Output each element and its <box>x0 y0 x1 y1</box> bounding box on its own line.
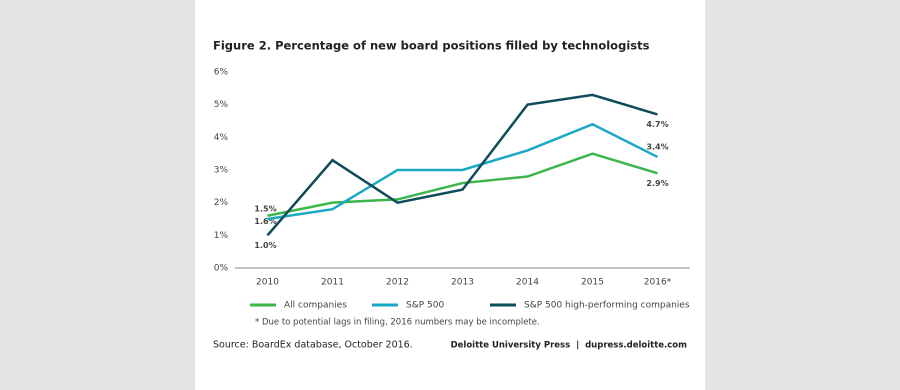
x-tick-label: 2010 <box>256 278 279 288</box>
legend-label: S&P 500 <box>406 301 444 311</box>
value-label: 1.6% <box>254 217 276 226</box>
source: Source: BoardEx database, October 2016. <box>213 340 413 351</box>
series-line <box>266 93 658 237</box>
x-tick-label: 2015 <box>581 278 604 288</box>
x-tick-label: 2012 <box>386 278 409 288</box>
y-tick-label: 3% <box>214 166 229 176</box>
x-tick-label: 2016* <box>644 278 672 288</box>
legend-label: S&P 500 high-performing companies <box>524 301 690 311</box>
legend-label: All companies <box>284 301 347 311</box>
series-line <box>267 152 658 217</box>
value-label: 2.9% <box>646 179 668 188</box>
x-tick-label: 2011 <box>321 278 344 288</box>
value-label: 4.7% <box>646 120 668 129</box>
y-tick-label: 1% <box>214 231 229 241</box>
y-tick-label: 5% <box>214 100 229 110</box>
x-tick-label: 2014 <box>516 278 539 288</box>
footnote: * Due to potential lags in filing, 2016 … <box>255 318 540 328</box>
x-tick-label: 2013 <box>451 278 474 288</box>
panel <box>195 0 705 390</box>
value-label: 1.5% <box>254 205 276 214</box>
y-tick-label: 6% <box>214 68 229 78</box>
y-tick-label: 0% <box>214 264 229 274</box>
chart-title: Figure 2. Percentage of new board positi… <box>213 39 650 53</box>
y-tick-label: 2% <box>214 198 229 208</box>
credit: Deloitte University Press | dupress.delo… <box>451 341 688 351</box>
series-line <box>267 122 659 221</box>
value-label: 3.4% <box>646 142 668 151</box>
value-label: 1.0% <box>254 241 276 250</box>
y-tick-label: 4% <box>214 133 229 143</box>
